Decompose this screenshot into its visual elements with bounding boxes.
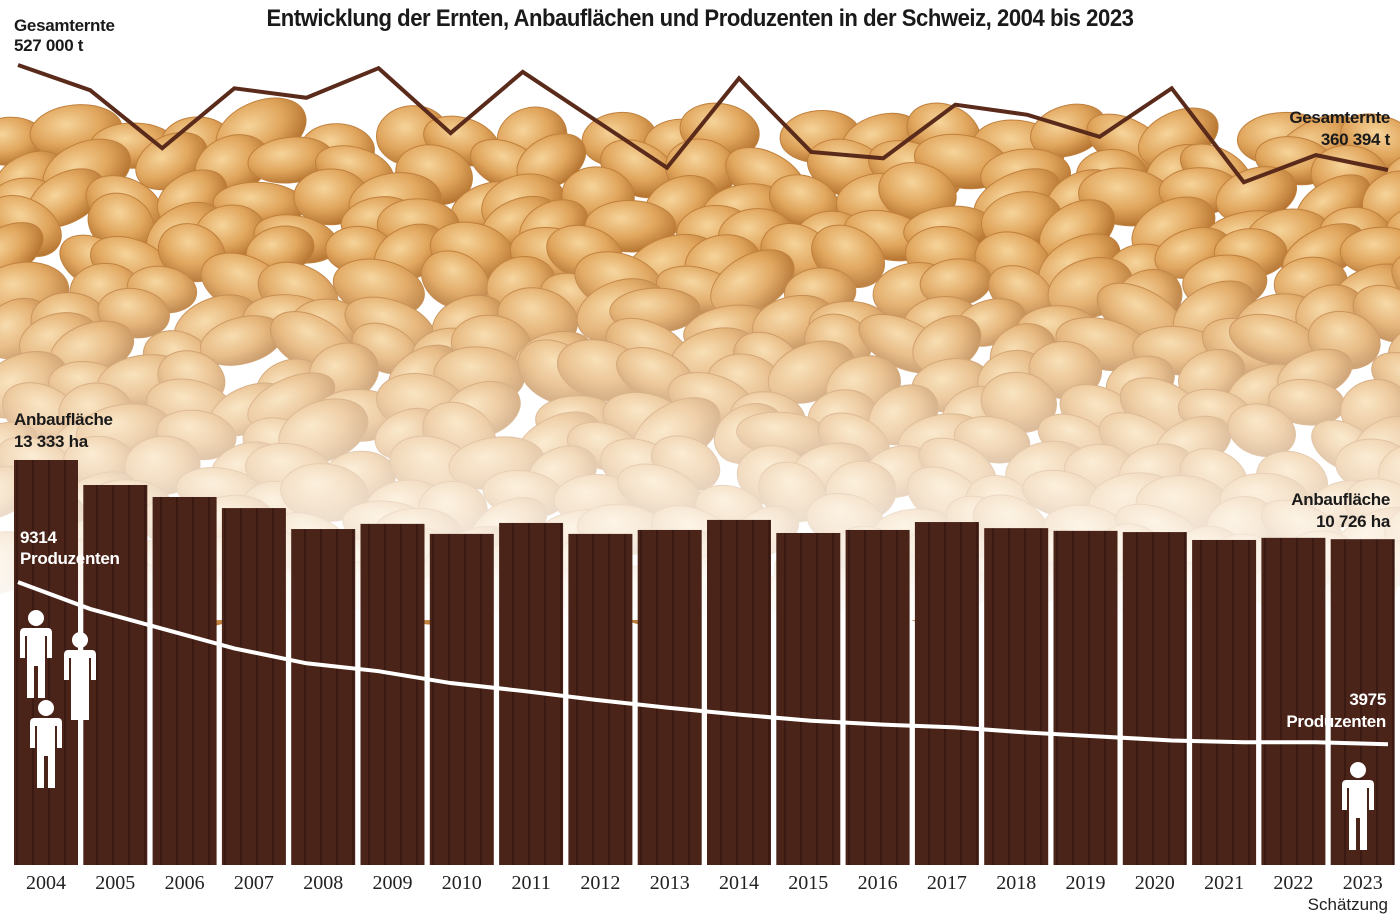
bar-2007 <box>221 508 286 865</box>
area-end-value: 10 726 ha <box>1316 512 1390 531</box>
person-icon <box>1342 762 1374 850</box>
bar-2021 <box>1192 539 1257 865</box>
harvest-start-label: Gesamternte <box>14 16 115 35</box>
harvest-start-value: 527 000 t <box>14 36 84 55</box>
x-tick-label: 2005 <box>95 872 136 894</box>
producers-start-label: Produzenten <box>20 549 120 568</box>
x-tick-label: 2013 <box>649 872 690 894</box>
bar-2019 <box>1053 530 1118 865</box>
producers-line <box>17 580 1389 747</box>
area-end-label: Anbaufläche <box>1291 490 1390 509</box>
x-tick-label: 2022 <box>1273 872 1314 894</box>
x-tick-label: 2023 <box>1342 872 1383 894</box>
x-tick-label: 2009 <box>372 872 413 894</box>
bar-2017 <box>914 522 979 865</box>
bar-2009 <box>360 523 425 865</box>
producers-end-label: Produzenten <box>1286 712 1386 731</box>
x-tick-label: 2021 <box>1204 872 1245 894</box>
area-start-label: Anbaufläche <box>14 410 113 429</box>
person-icon <box>64 632 96 720</box>
x-tick-label: 2007 <box>233 872 274 894</box>
person-icon <box>20 610 52 698</box>
x-tick-label: 2019 <box>1065 872 1106 894</box>
x-tick-label: 2020 <box>1134 872 1175 894</box>
area-start-value: 13 333 ha <box>14 432 88 451</box>
x-tick-label: 2015 <box>788 872 829 894</box>
x-tick-label: 2011 <box>511 872 551 894</box>
bar-2013 <box>637 529 702 865</box>
bar-2016 <box>845 529 910 865</box>
x-tick-label: 2017 <box>926 872 967 894</box>
harvest-end-label: Gesamternte <box>1289 108 1390 127</box>
x-tick-label: 2006 <box>164 872 205 894</box>
bar-2010 <box>429 533 494 865</box>
producers-start-value: 9314 <box>20 528 57 547</box>
bar-2015 <box>776 532 841 865</box>
chart-title: Entwicklung der Ernten, Anbauflächen und… <box>266 5 1134 32</box>
estimate-note: Schätzung <box>1307 895 1388 914</box>
x-tick-label: 2008 <box>303 872 344 894</box>
x-tick-label: 2004 <box>26 872 66 894</box>
x-tick-label: 2010 <box>441 872 482 894</box>
harvest-end-value: 360 394 t <box>1320 130 1390 149</box>
bar-2020 <box>1122 532 1187 865</box>
x-tick-label: 2016 <box>857 872 898 894</box>
x-tick-label: 2018 <box>996 872 1037 894</box>
bar-2006 <box>152 496 217 865</box>
x-tick-label: 2014 <box>719 872 759 894</box>
bar-2022 <box>1261 537 1326 865</box>
person-icon <box>30 700 62 788</box>
harvest-line <box>17 63 1389 185</box>
bar-2018 <box>984 528 1049 865</box>
x-tick-label: 2012 <box>580 872 621 894</box>
producers-end-value: 3975 <box>1349 690 1386 709</box>
bar-2014 <box>707 519 771 865</box>
bar-2008 <box>291 529 356 865</box>
